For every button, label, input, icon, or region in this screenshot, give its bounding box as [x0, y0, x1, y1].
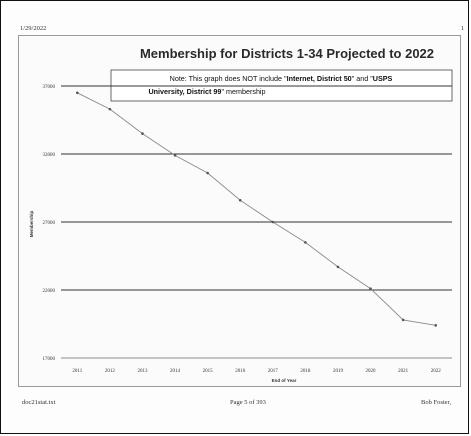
note-line-1: Note: This graph does NOT include "Inter… — [170, 74, 393, 83]
membership-line-chart: Membership for Districts 1-34 Projected … — [29, 46, 453, 383]
note-box — [110, 69, 453, 102]
y-axis-title: Membership — [29, 211, 34, 238]
note-bold: Internet, District 50 — [287, 74, 352, 83]
x-tick-label: 2022 — [431, 369, 442, 374]
data-point — [304, 241, 307, 244]
data-point — [141, 132, 144, 135]
x-tick-label: 2014 — [170, 369, 181, 374]
plot-area: 17000 22000 27000 32000 37000 2011 2012 2013 201… — [43, 85, 452, 374]
footer-filename: doc21stat.txt — [22, 399, 56, 406]
note-line-2: University, District 99" membership — [148, 87, 265, 96]
y-tick-label: 22000 — [43, 289, 56, 294]
x-tick-label: 2019 — [333, 369, 344, 374]
footer-author: Bob Foster, — [421, 399, 452, 406]
data-point — [369, 287, 372, 290]
chart-panel: Membership for Districts 1-34 Projected … — [18, 35, 461, 387]
y-tick-label: 17000 — [43, 357, 56, 362]
x-tick-label: 2015 — [203, 369, 214, 374]
x-tick-label: 2011 — [72, 369, 82, 374]
data-point — [434, 324, 438, 327]
x-tick-label: 2020 — [366, 369, 377, 374]
data-point — [238, 198, 242, 202]
x-tick-label: 2013 — [137, 369, 148, 374]
x-axis-title: End of Year — [272, 378, 297, 383]
data-point — [173, 154, 177, 157]
x-tick-label: 2016 — [235, 369, 246, 374]
series-line — [77, 92, 436, 326]
data-point — [401, 318, 405, 322]
note-text: " membership — [221, 87, 265, 96]
data-point — [108, 107, 112, 111]
y-tick-label: 37000 — [43, 85, 56, 90]
note-bold: USPS — [373, 74, 393, 83]
x-tick-label: 2021 — [398, 369, 409, 374]
y-tick-label: 27000 — [43, 221, 56, 226]
data-point — [336, 265, 340, 269]
y-tick-label: 32000 — [43, 153, 56, 158]
x-tick-label: 2017 — [268, 369, 279, 374]
header-right: 1 — [461, 25, 465, 32]
data-point — [206, 171, 209, 175]
footer-page-number: Page 5 of 393 — [230, 399, 266, 406]
data-point — [75, 91, 79, 95]
data-point — [271, 220, 275, 224]
x-tick-label: 2012 — [105, 369, 116, 374]
note-bold: University, District 99 — [148, 87, 221, 96]
header-date: 1/29/2022 — [20, 25, 47, 32]
x-tick-label: 2018 — [300, 369, 311, 374]
note-text: " and " — [352, 74, 374, 83]
chart-title: Membership for Districts 1-34 Projected … — [140, 46, 434, 61]
note-text: Note: This graph does NOT include " — [170, 74, 287, 83]
